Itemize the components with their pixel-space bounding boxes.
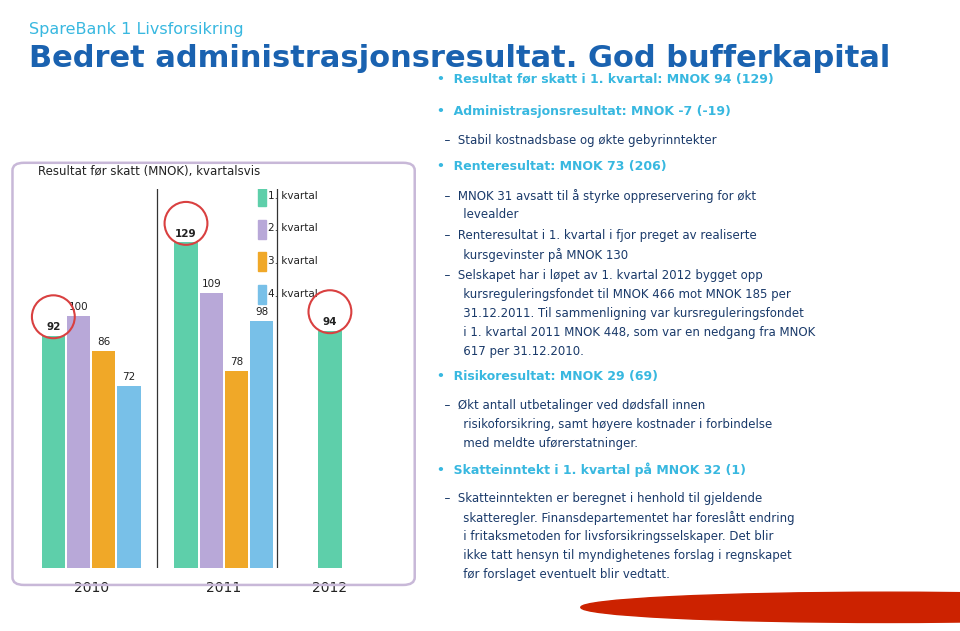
Text: 2011: 2011: [206, 581, 241, 594]
Bar: [258, 285, 266, 304]
Text: risikoforsikring, samt høyere kostnader i forbindelse: risikoforsikring, samt høyere kostnader …: [437, 418, 772, 432]
Bar: [175, 242, 198, 568]
Bar: [41, 336, 65, 568]
Text: Resultat før skatt (MNOK), kvartalsvis: Resultat før skatt (MNOK), kvartalsvis: [38, 165, 261, 178]
Text: 2012: 2012: [312, 581, 348, 594]
Text: 100: 100: [69, 302, 88, 312]
Bar: [319, 331, 342, 568]
Text: –  Økt antall utbetalinger ved dødsfall innen: – Økt antall utbetalinger ved dødsfall i…: [437, 399, 705, 413]
Text: •  Resultat før skatt i 1. kvartal: MNOK 94 (129): • Resultat før skatt i 1. kvartal: MNOK …: [437, 73, 774, 86]
Text: ikke tatt hensyn til myndighetenes forslag i regnskapet: ikke tatt hensyn til myndighetenes forsl…: [437, 549, 792, 562]
Text: –  Selskapet har i løpet av 1. kvartal 2012 bygget opp: – Selskapet har i løpet av 1. kvartal 20…: [437, 269, 762, 282]
Text: •  Renteresultat: MNOK 73 (206): • Renteresultat: MNOK 73 (206): [437, 160, 666, 173]
Text: Bedret administrasjonsresultat. God bufferkapital: Bedret administrasjonsresultat. God buff…: [29, 44, 890, 73]
Text: 3. kvartal: 3. kvartal: [268, 256, 318, 266]
Text: •  Skatteinntekt i 1. kvartal på MNOK 32 (1): • Skatteinntekt i 1. kvartal på MNOK 32 …: [437, 463, 746, 477]
Bar: [67, 316, 90, 568]
Text: kursreguleringsfondet til MNOK 466 mot MNOK 185 per: kursreguleringsfondet til MNOK 466 mot M…: [437, 288, 791, 301]
Text: i 1. kvartal 2011 MNOK 448, som var en nedgang fra MNOK: i 1. kvartal 2011 MNOK 448, som var en n…: [437, 326, 815, 339]
Text: 98: 98: [255, 307, 268, 317]
Bar: [92, 351, 115, 568]
Bar: [117, 386, 140, 568]
Bar: [258, 252, 266, 271]
Circle shape: [581, 592, 960, 622]
Text: 2. kvartal: 2. kvartal: [268, 223, 318, 233]
Text: med meldte uførerstatninger.: med meldte uførerstatninger.: [437, 437, 637, 451]
Text: 2010: 2010: [74, 581, 108, 594]
Text: 86: 86: [97, 337, 110, 347]
Bar: [258, 187, 266, 206]
Text: SpareBank 1 Livsforsikring: SpareBank 1 Livsforsikring: [29, 22, 244, 37]
Bar: [200, 293, 223, 568]
Text: 5: 5: [21, 598, 35, 617]
Text: SpareBank: SpareBank: [691, 598, 801, 616]
Bar: [250, 321, 274, 568]
Text: 129: 129: [175, 228, 197, 239]
Text: 1: 1: [881, 598, 895, 617]
Text: 92: 92: [46, 322, 60, 332]
Bar: [225, 371, 248, 568]
Text: 1. kvartal: 1. kvartal: [268, 191, 318, 201]
Text: skatteregler. Finansdepartementet har foreslått endring: skatteregler. Finansdepartementet har fo…: [437, 511, 795, 525]
Text: kursgevinster på MNOK 130: kursgevinster på MNOK 130: [437, 248, 628, 262]
Text: 78: 78: [229, 357, 243, 367]
Text: før forslaget eventuelt blir vedtatt.: før forslaget eventuelt blir vedtatt.: [437, 568, 670, 581]
Text: 617 per 31.12.2010.: 617 per 31.12.2010.: [437, 345, 584, 358]
Text: 72: 72: [122, 372, 135, 382]
Text: –  Renteresultat i 1. kvartal i fjor preget av realiserte: – Renteresultat i 1. kvartal i fjor preg…: [437, 229, 756, 242]
Text: i fritaksmetoden for livsforsikringsselskaper. Det blir: i fritaksmetoden for livsforsikringssels…: [437, 530, 774, 543]
Bar: [258, 220, 266, 239]
Text: 94: 94: [323, 317, 337, 327]
Text: •  Administrasjonsresultat: MNOK -7 (-19): • Administrasjonsresultat: MNOK -7 (-19): [437, 105, 731, 118]
Text: •  Risikoresultat: MNOK 29 (69): • Risikoresultat: MNOK 29 (69): [437, 370, 658, 383]
Text: 4. kvartal: 4. kvartal: [268, 289, 318, 299]
Text: levealder: levealder: [437, 208, 518, 221]
Text: –  MNOK 31 avsatt til å styrke oppreservering for økt: – MNOK 31 avsatt til å styrke oppreserve…: [437, 189, 756, 203]
Text: 31.12.2011. Til sammenligning var kursreguleringsfondet: 31.12.2011. Til sammenligning var kursre…: [437, 307, 804, 320]
Text: –  Skatteinntekten er beregnet i henhold til gjeldende: – Skatteinntekten er beregnet i henhold …: [437, 492, 762, 505]
Text: 109: 109: [202, 279, 221, 289]
Text: –  Stabil kostnadsbase og økte gebyrinntekter: – Stabil kostnadsbase og økte gebyrinnte…: [437, 134, 716, 148]
